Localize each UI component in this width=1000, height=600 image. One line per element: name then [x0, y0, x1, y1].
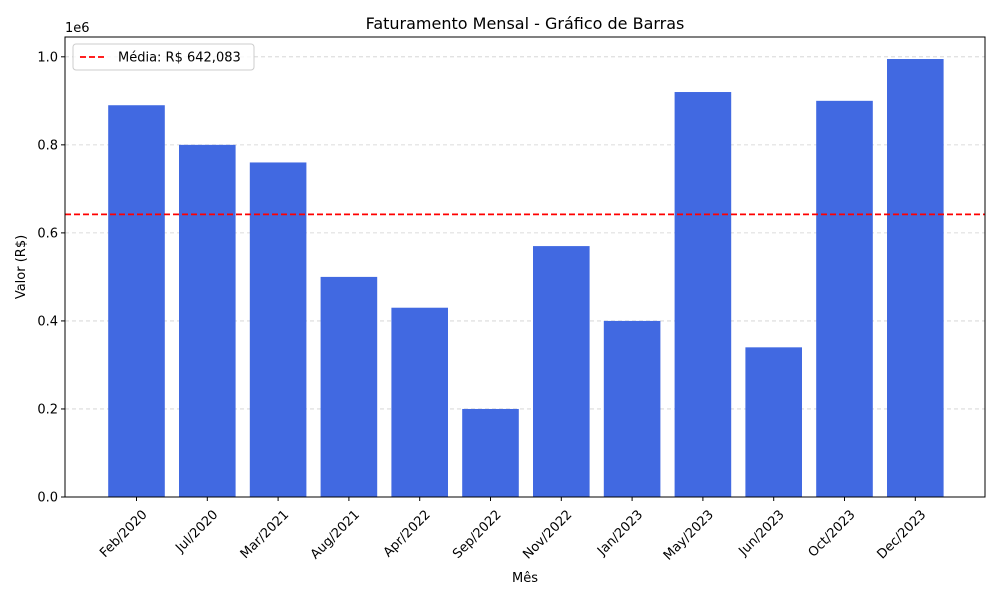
- x-tick-label: Sep/2022: [450, 507, 504, 561]
- y-tick-label: 0.6: [37, 226, 58, 241]
- bar-aug-2021: [320, 276, 378, 497]
- bar-sep-2022: [462, 408, 519, 497]
- bar-jun-2023: [745, 347, 802, 497]
- x-tick-label: Feb/2020: [97, 507, 150, 560]
- bar-mar-2021: [249, 162, 307, 498]
- axes-layer: [64, 36, 986, 498]
- bar-apr-2022: [391, 307, 448, 497]
- x-tick-label: Aug/2021: [308, 507, 363, 562]
- bar-feb-2020: [108, 105, 165, 497]
- y-ticks: 0.0 0.2 0.4 0.6 0.8 1.0: [37, 50, 65, 506]
- x-tick-label: Jan/2023: [594, 507, 646, 559]
- y-axis-offset-label: 1e6: [65, 21, 90, 36]
- y-tick-label: 0.0: [37, 491, 58, 506]
- bar-nov-2022: [533, 246, 590, 497]
- x-tick-label: May/2023: [661, 507, 717, 563]
- x-tick-label: Apr/2022: [381, 507, 434, 560]
- y-tick-label: 0.8: [37, 138, 58, 153]
- chart-title: Faturamento Mensal - Gráfico de Barras: [366, 14, 685, 33]
- y-tick-label: 0.2: [37, 402, 58, 417]
- bars-layer: [108, 59, 944, 498]
- x-tick-label: Jun/2023: [736, 507, 788, 559]
- bar-oct-2023: [816, 100, 873, 497]
- legend-box: [72, 43, 255, 71]
- bar-jul-2020: [179, 144, 236, 497]
- bar-jan-2023: [603, 320, 661, 497]
- bar-may-2023: [674, 92, 732, 497]
- x-tick-label: Mar/2021: [238, 507, 292, 561]
- x-axis-title: Mês: [512, 571, 538, 586]
- x-tick-label: Oct/2023: [806, 507, 859, 560]
- y-axis-title: Valor (R$): [14, 235, 29, 299]
- legend: Média: R$ 642,083: [72, 43, 255, 71]
- y-tick-label: 0.4: [37, 314, 58, 329]
- x-tick-label: Dec/2023: [874, 507, 929, 562]
- x-tick-label: Jul/2020: [172, 507, 221, 556]
- x-tick-label: Nov/2022: [520, 507, 575, 562]
- x-ticks: Feb/2020 Jul/2020 Mar/2021 Aug/2021 Apr/2022…: [97, 497, 929, 564]
- plot-frame: [64, 36, 986, 498]
- bar-dec-2023: [887, 59, 944, 497]
- legend-label-average: Média: R$ 642,083: [118, 51, 241, 66]
- y-tick-label: 1.0: [37, 50, 58, 65]
